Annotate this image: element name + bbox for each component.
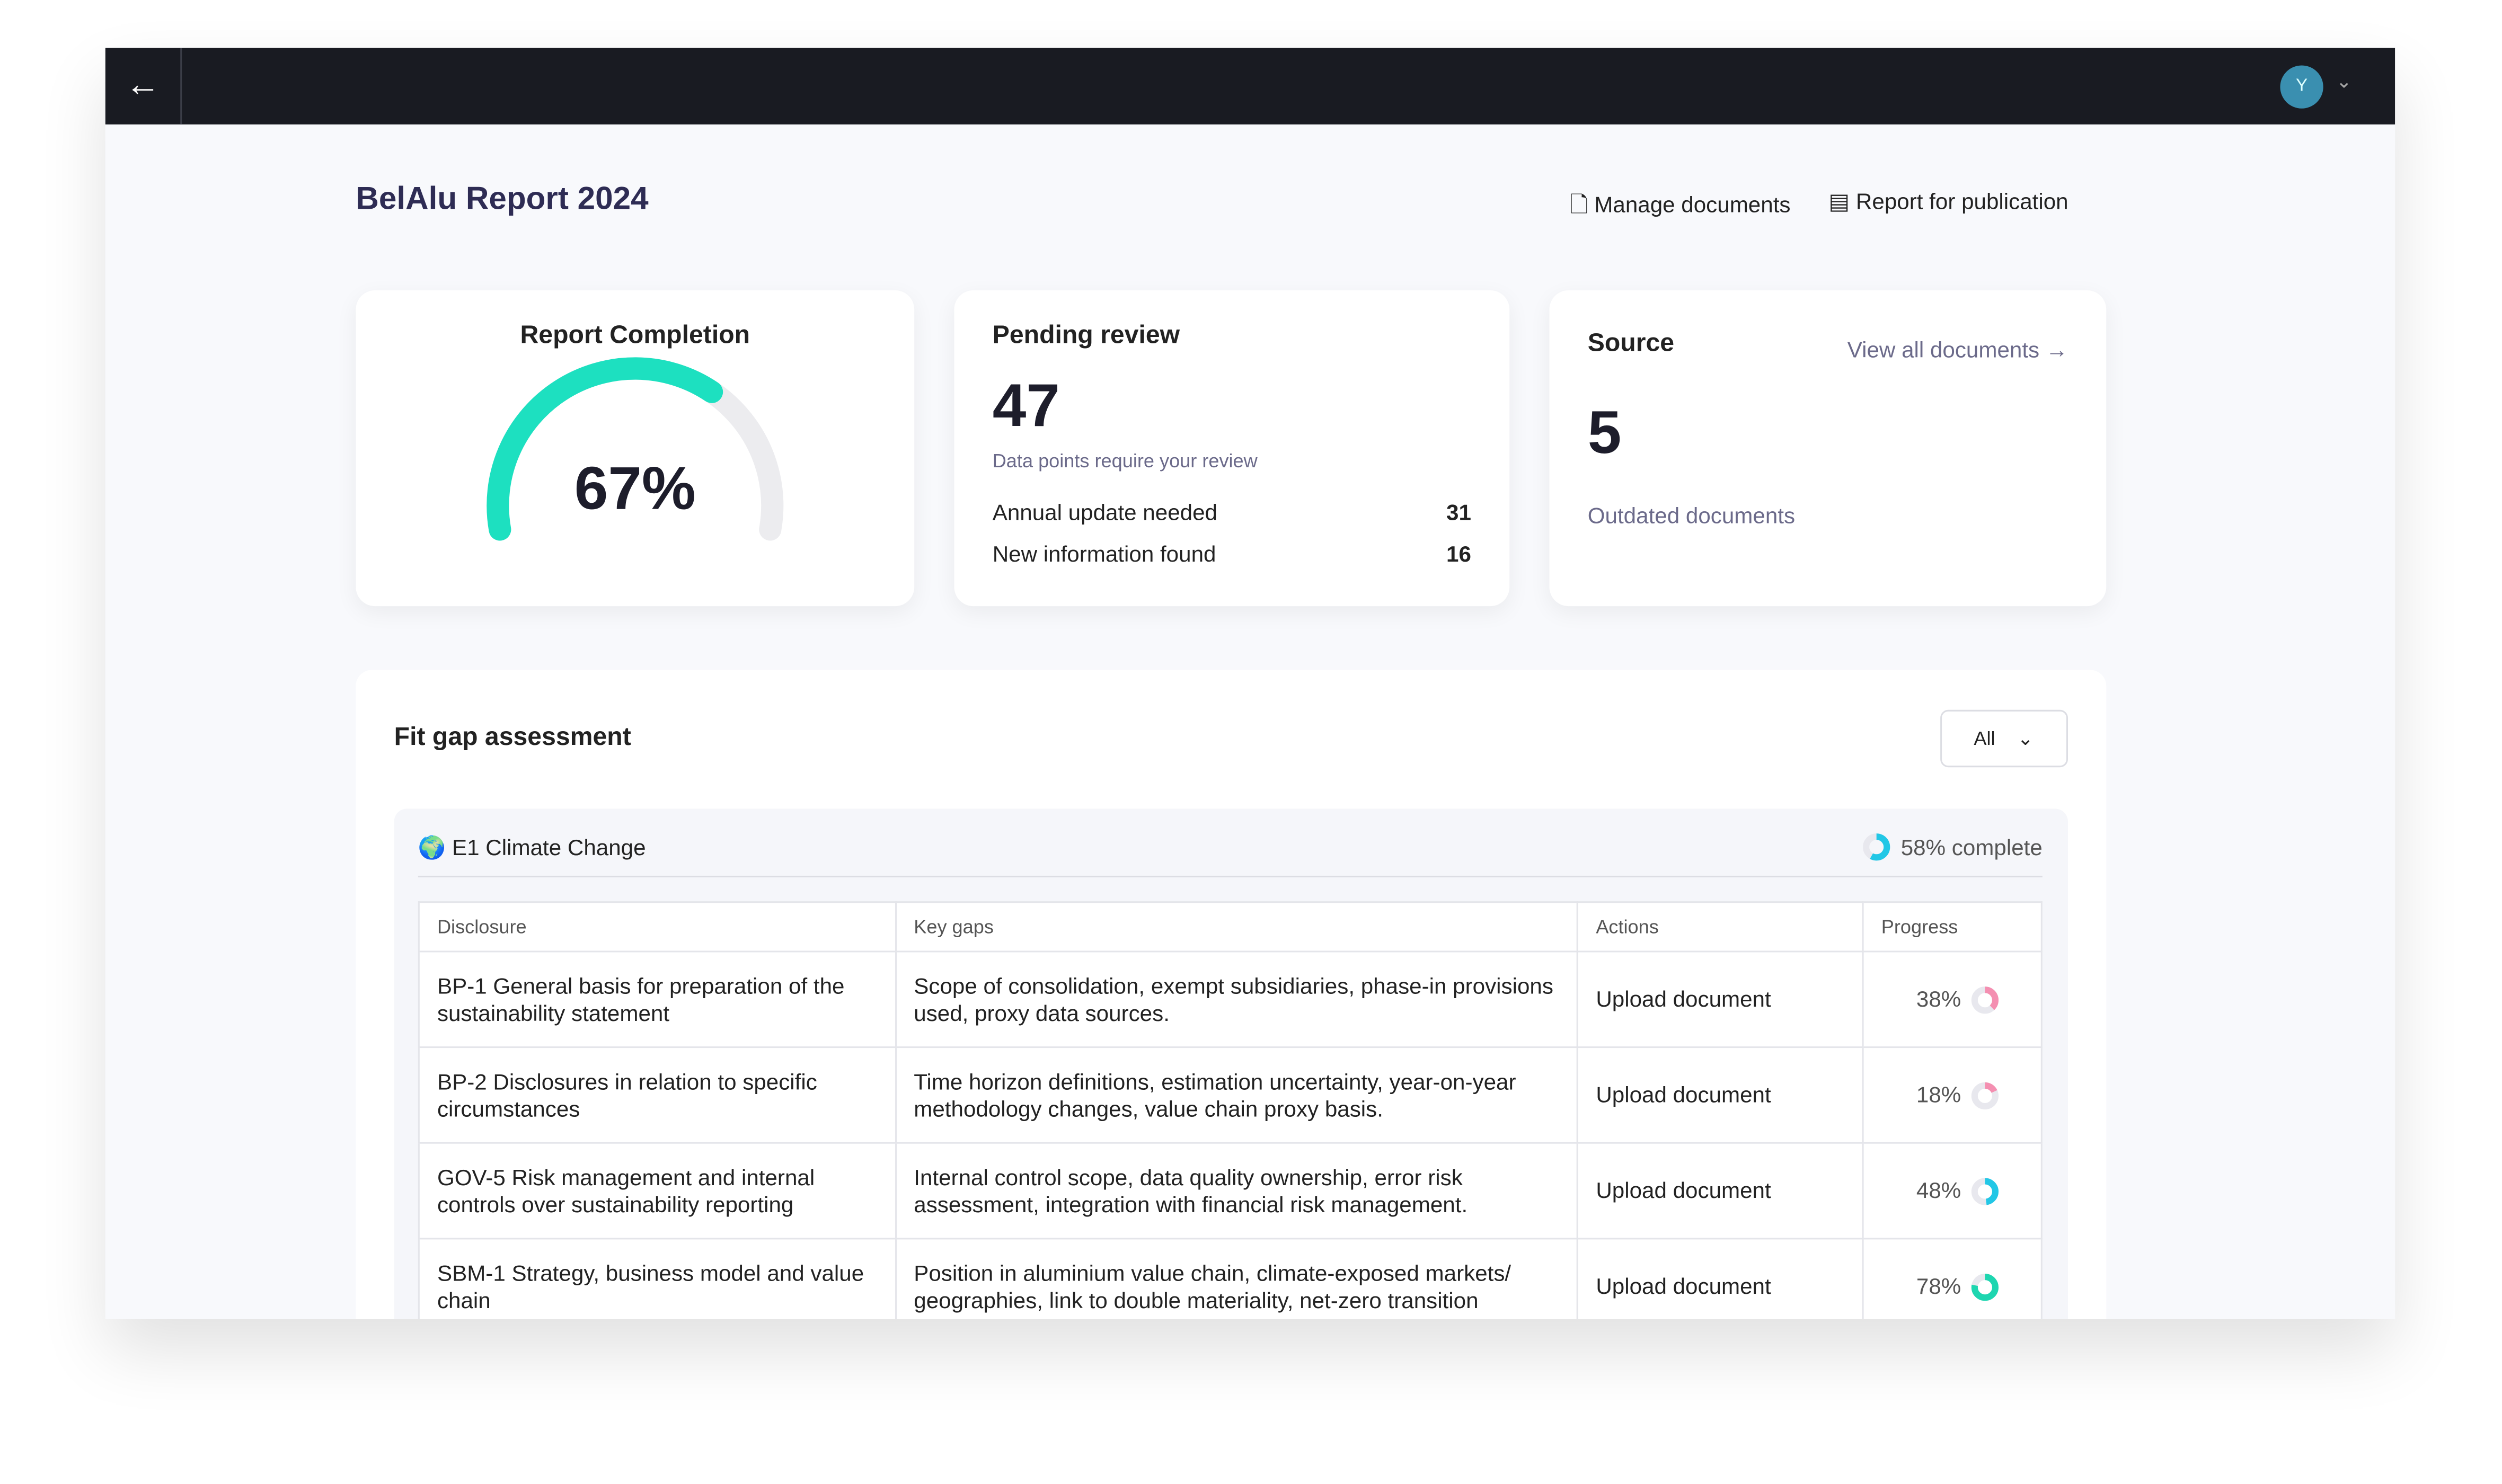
progress: 18% <box>1916 1081 2000 1109</box>
app-window: ← Y ⌄ BelAlu Report 2024 🗋 Manage docume… <box>105 48 2395 1319</box>
source-card: Source View all documents → 5 Outdated d… <box>1549 290 2107 607</box>
progress-cell: 78% <box>1862 1238 2043 1319</box>
donut-arc <box>1971 1273 1999 1300</box>
pending-count: 47 <box>992 373 1060 440</box>
column-header: Disclosure <box>418 901 897 953</box>
divider <box>418 875 2043 877</box>
header-row: Disclosure Key gaps Actions Progress <box>418 901 2043 953</box>
action-cell[interactable]: Upload document <box>1577 1142 1864 1240</box>
action-cell[interactable]: Upload document <box>1577 1046 1864 1144</box>
item-count: 16 <box>1446 540 1471 566</box>
progress-cell: 48% <box>1862 1142 2043 1240</box>
donut-arc <box>1971 1081 1999 1109</box>
item-count: 31 <box>1446 499 1471 525</box>
action-cell[interactable]: Upload document <box>1577 950 1864 1048</box>
progress: 38% <box>1916 985 2000 1014</box>
section-progress: 58% complete <box>1862 833 2043 861</box>
donut <box>1863 833 1891 861</box>
completion-card: Report Completion 67% <box>356 290 915 607</box>
view-all-link[interactable]: View all documents → <box>1847 336 2068 362</box>
avatar-menu[interactable]: ⌄ <box>2336 70 2353 93</box>
gauge-label: 67% <box>574 454 696 522</box>
gauge: 67% <box>487 357 784 541</box>
page-title: BelAlu Report 2024 <box>356 182 649 217</box>
label: E1 Climate Change <box>452 834 646 860</box>
source-count: 5 <box>1587 400 1622 468</box>
gaps-cell: Scope of consolidation, exempt subsidiar… <box>895 950 1579 1048</box>
donut-arc <box>1863 833 1891 861</box>
column-header: Key gaps <box>895 901 1579 953</box>
filter-dropdown[interactable]: All ⌄ <box>1940 709 2068 768</box>
progress: 78% <box>1916 1272 2000 1301</box>
donut <box>1971 1081 1999 1109</box>
report-publication[interactable]: ▤ Report for publication <box>1828 188 2068 214</box>
disclosure-cell: BP-2 Disclosures in relation to specific… <box>418 1046 897 1144</box>
progress-label: 48% <box>1916 1177 1961 1203</box>
progress-label: 58% complete <box>1900 834 2043 860</box>
donut-arc <box>1971 985 1999 1013</box>
source-caption: Outdated documents <box>1587 502 1796 528</box>
table-row: BP-2 Disclosures in relation to specific… <box>418 1046 2043 1144</box>
column-header: Actions <box>1577 901 1864 953</box>
pending-caption: Data points require your review <box>992 450 1258 473</box>
donut <box>1971 985 1999 1013</box>
back-button[interactable]: ← <box>105 48 182 125</box>
filter-label: All <box>1974 727 1995 750</box>
pending-card: Pending review 47 Data points require yo… <box>954 290 1510 607</box>
gaps-cell: Position in aluminium value chain, clima… <box>895 1238 1579 1319</box>
table-row: GOV-5 Risk management and internal contr… <box>418 1142 2043 1240</box>
table-row: SBM-1 Strategy, business model and value… <box>418 1238 2043 1319</box>
panel-title: Fit gap assessment <box>394 724 631 752</box>
card-title: Pending review <box>992 322 1180 350</box>
avatar[interactable]: Y <box>2280 65 2323 109</box>
item-label: New information found <box>992 540 1216 566</box>
label: Report for publication <box>1855 188 2068 214</box>
donut-arc <box>1971 1177 1999 1205</box>
donut <box>1971 1177 1999 1205</box>
manage-documents[interactable]: 🗋 Manage documents <box>1570 191 1791 217</box>
label: Manage documents <box>1594 191 1791 217</box>
gap-table: Disclosure Key gaps Actions Progress BP-1 Ge… <box>418 901 2043 1319</box>
gauge-arc <box>487 357 723 541</box>
progress-label: 78% <box>1916 1273 1961 1299</box>
progress: 48% <box>1916 1176 2000 1205</box>
progress-label: 38% <box>1916 985 1961 1011</box>
action-cell[interactable]: Upload document <box>1577 1238 1864 1319</box>
section-title: 🌍 E1 Climate Change <box>418 834 646 860</box>
progress-cell: 18% <box>1862 1046 2043 1144</box>
column-header: Progress <box>1862 901 2043 953</box>
disclosure-cell: BP-1 General basis for preparation of th… <box>418 950 897 1048</box>
donut <box>1971 1273 1999 1300</box>
item-label: Annual update needed <box>992 499 1218 525</box>
gaps-cell: Internal control scope, data quality own… <box>895 1142 1579 1240</box>
gaps-cell: Time horizon definitions, estimation unc… <box>895 1046 1579 1144</box>
section: 🌍 E1 Climate Change 58% complete Disclos… <box>394 808 2068 1319</box>
disclosure-cell: SBM-1 Strategy, business model and value… <box>418 1238 897 1319</box>
top-bar: ← Y ⌄ <box>105 48 2395 125</box>
progress-cell: 38% <box>1862 950 2043 1048</box>
card-title: Report Completion <box>520 322 750 350</box>
progress-label: 18% <box>1916 1081 1961 1107</box>
disclosure-cell: GOV-5 Risk management and internal contr… <box>418 1142 897 1240</box>
table-row: BP-1 General basis for preparation of th… <box>418 950 2043 1048</box>
fit-gap-panel: Fit gap assessment All ⌄ 🌍 E1 Climate Cha… <box>356 670 2107 1319</box>
card-title: Source <box>1587 330 1675 358</box>
